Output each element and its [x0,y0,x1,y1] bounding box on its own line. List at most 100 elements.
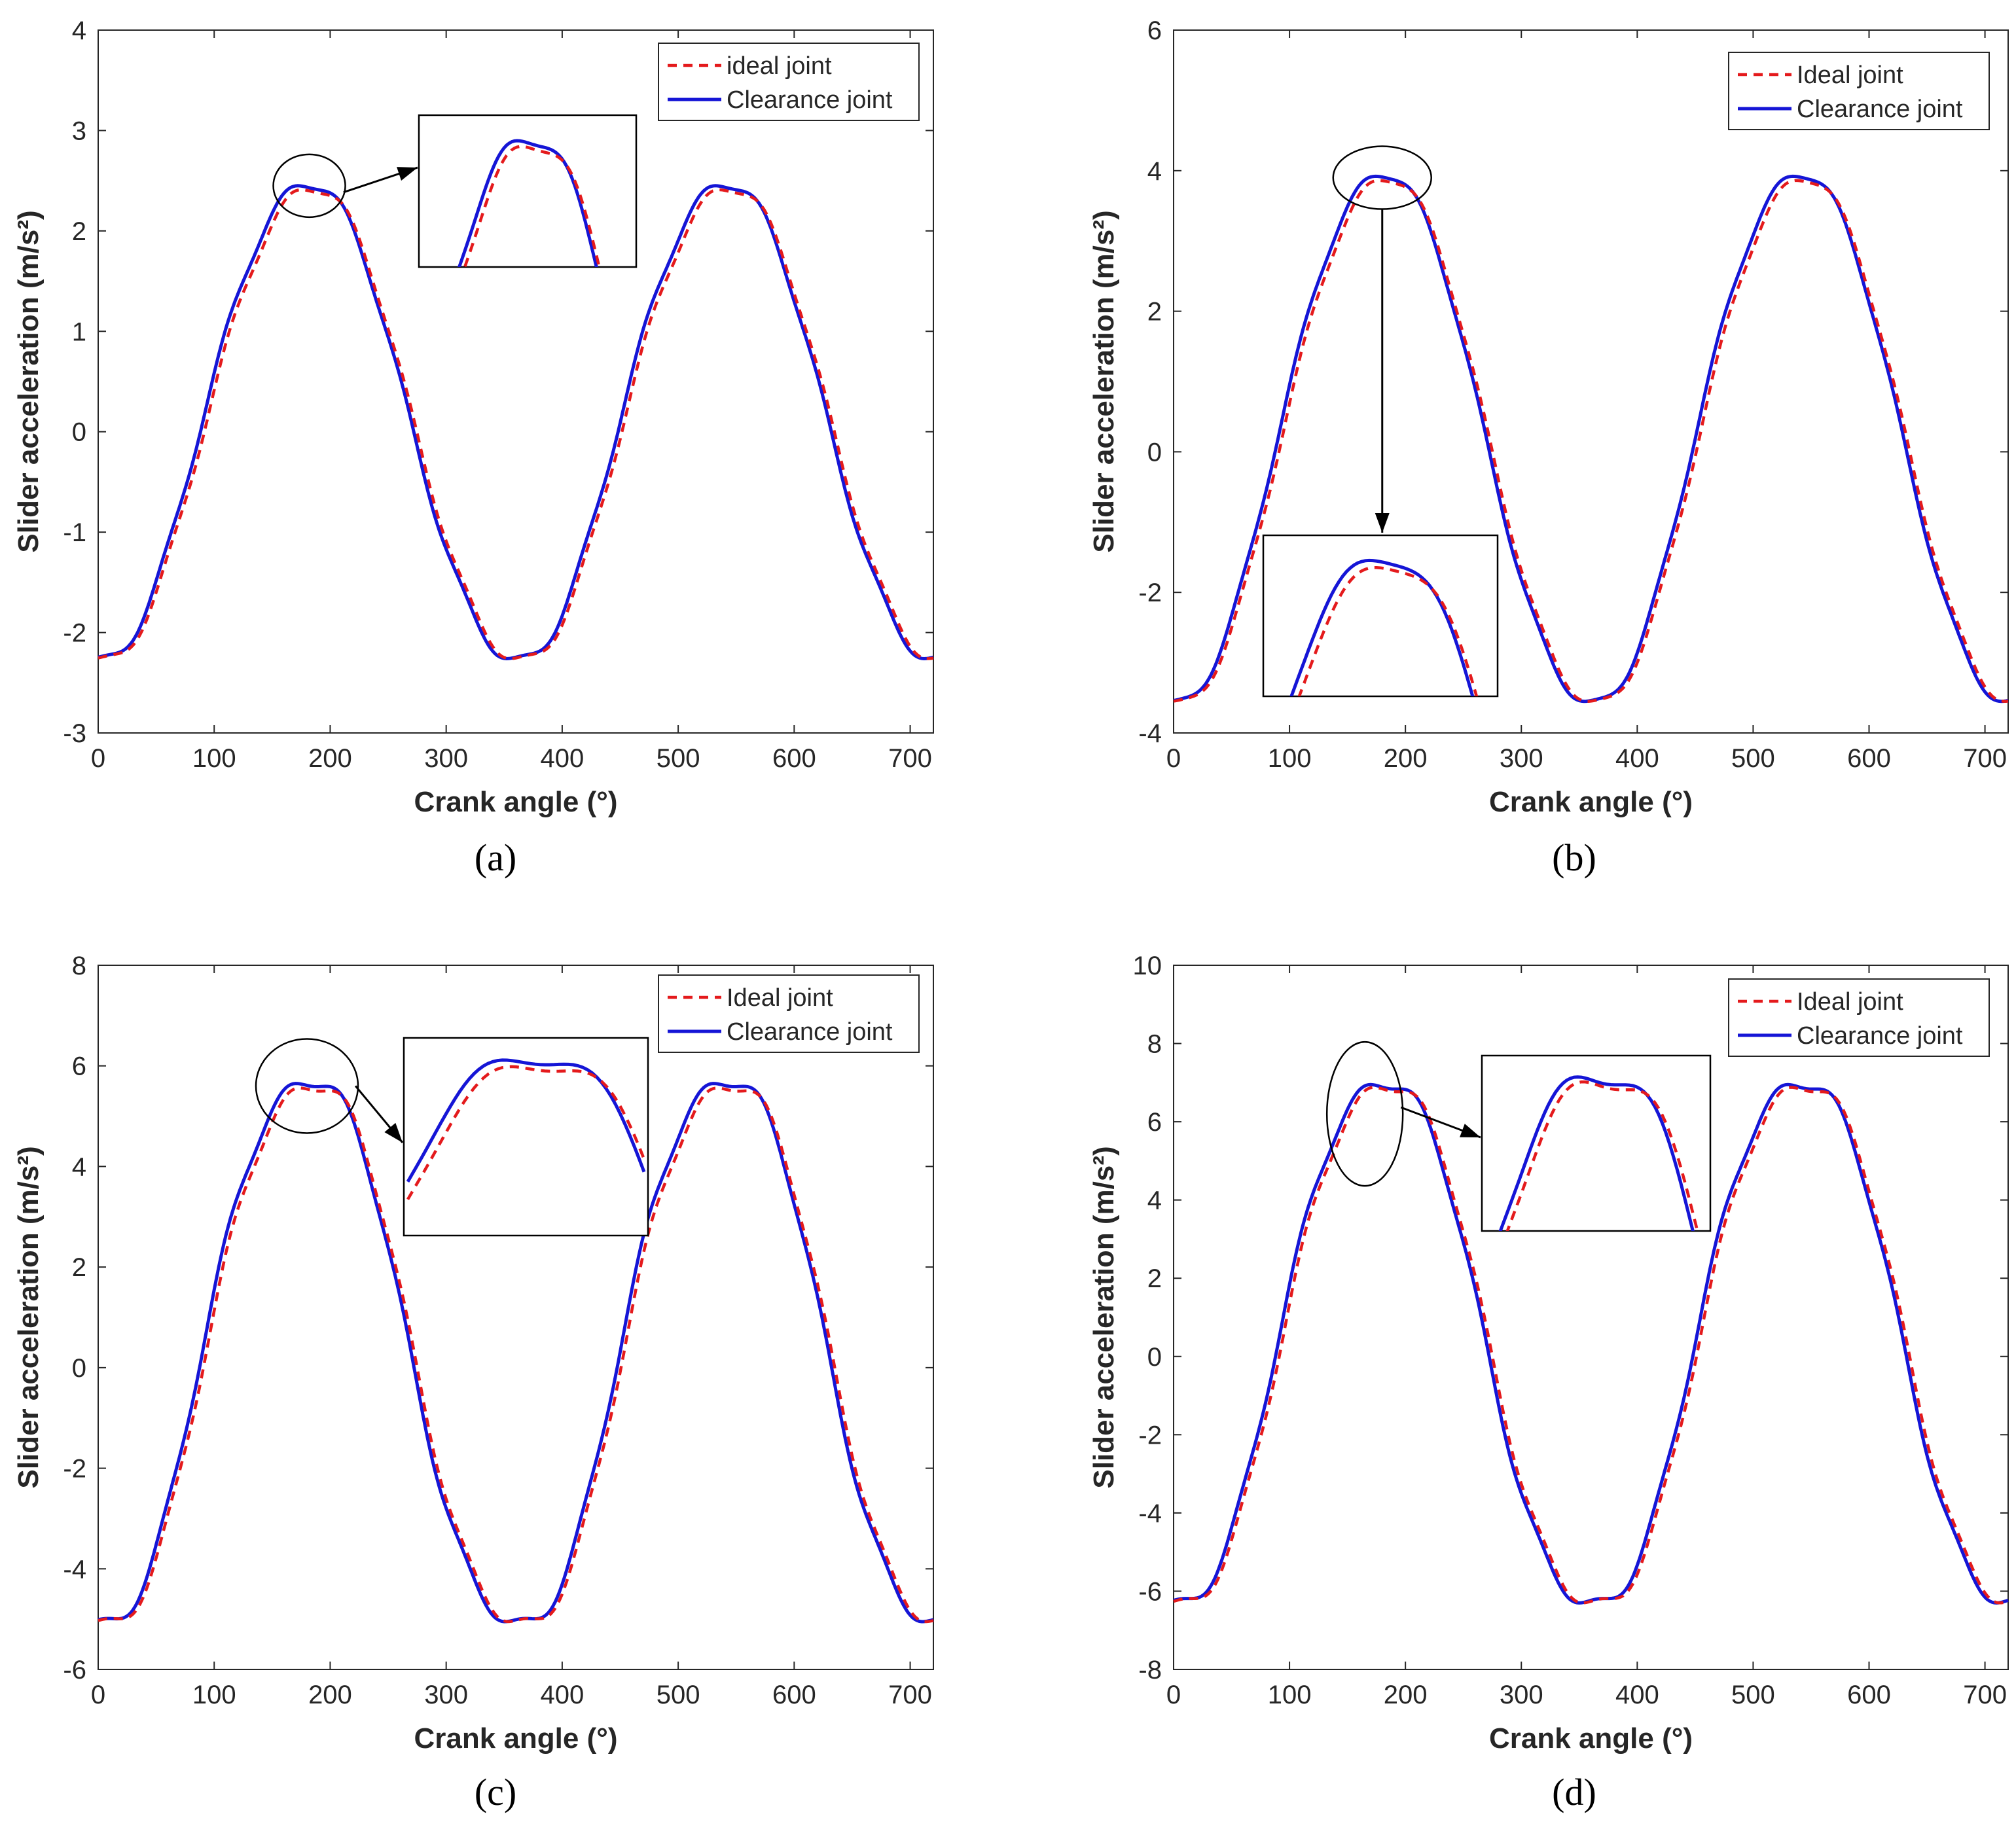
y-tick-label: 10 [1133,952,1162,980]
y-tick-label: 4 [1147,157,1162,186]
zoom-arrow-head [397,167,418,181]
x-tick-label: 200 [1384,744,1428,773]
y-tick-label: 6 [1147,16,1162,45]
legend-box [658,43,920,121]
x-tick-label: 100 [1268,744,1312,773]
zoom-highlight-ellipse [1325,1041,1404,1187]
x-tick-label: 200 [1384,1681,1428,1709]
y-tick-label: -2 [63,619,86,648]
chart-panel-a: 0 100 200 300 400 500 600 700 -3 -2 -1 0 1 2 3 4 Crank a… [12,16,934,879]
legend-label-clearance: Clearance joint [1797,96,1963,123]
x-tick-label: 500 [1731,1681,1775,1709]
x-tick-label: 700 [1963,744,2007,773]
legend-label-clearance: Clearance joint [727,86,893,114]
y-tick-label: 8 [72,952,86,980]
y-tick-label: 0 [72,418,86,447]
x-tick-label: 200 [308,744,352,773]
series-line-ideal-joint [98,1086,934,1624]
y-tick-label: 2 [72,1253,86,1282]
inset-line-clearance-joint [457,139,598,267]
x-tick-label: 400 [541,1681,585,1709]
inset-line-ideal-joint [406,1065,646,1200]
y-tick-label: 2 [1147,298,1162,327]
x-tick-label: 300 [424,744,468,773]
x-tick-label: 0 [1166,1681,1181,1709]
legend-label-clearance: Clearance joint [1797,1022,1963,1050]
x-tick-label: 100 [1268,1681,1312,1709]
inset-line-clearance-joint [1289,558,1475,696]
inset-line-ideal-joint [1297,565,1479,696]
x-tick-label: 600 [772,1681,816,1709]
legend-label-ideal: ideal joint [727,52,832,80]
x-tick-label: 500 [657,1681,700,1709]
inset-line-clearance-joint [1498,1075,1695,1231]
x-tick-label: 300 [424,1681,468,1709]
x-tick-label: 400 [541,744,585,773]
x-axis-title: Crank angle (°) [414,1722,618,1755]
x-tick-label: 400 [1615,1681,1659,1709]
chart-panel-b: 0 100 200 300 400 500 600 700 -4 -2 0 2 4 6 Crank angl… [1088,16,2009,879]
zoom-inset-box [403,1037,649,1237]
zoom-highlight-ellipse [255,1038,359,1134]
legend-label-clearance: Clearance joint [727,1018,893,1046]
y-axis-title: Slider acceleration (m/s²) [12,210,45,552]
legend-box [1728,978,1990,1057]
zoom-highlight-ellipse [272,153,346,219]
zoom-arrow-head [1460,1124,1481,1137]
x-tick-label: 600 [772,744,816,773]
inset-line-ideal-joint [463,145,601,267]
series-line-clearance-joint [98,1082,934,1624]
legend-box [1728,52,1990,130]
chart-panel-d: 0 100 200 300 400 500 600 700 -8 -6 -4 -2 0 2 4 6 8 10 Cra… [1088,952,2009,1813]
y-tick-label: 4 [72,1152,86,1181]
y-tick-label: -3 [63,719,86,748]
y-tick-label: 0 [1147,438,1162,467]
x-tick-label: 500 [657,744,700,773]
y-tick-label: -4 [1138,1499,1162,1528]
x-tick-label: 100 [192,1681,236,1709]
y-axis-title: Slider acceleration (m/s²) [1088,210,1120,552]
y-tick-label: 3 [72,116,86,145]
x-tick-label: 600 [1847,744,1891,773]
zoom-arrow-head [1375,513,1390,533]
series-line-ideal-joint [1173,1086,2009,1605]
x-axis-title: Crank angle (°) [1489,1722,1693,1755]
y-tick-label: -2 [1138,579,1162,607]
y-tick-label: 4 [1147,1186,1162,1215]
series-line-ideal-joint [98,188,934,660]
y-tick-label: 6 [1147,1108,1162,1137]
y-tick-label: 2 [72,217,86,246]
panel-label: (c) [475,1771,516,1813]
inset-line-clearance-joint [406,1058,646,1183]
x-tick-label: 0 [1166,744,1181,773]
x-tick-label: 300 [1500,1681,1543,1709]
x-tick-label: 100 [192,744,236,773]
y-tick-label: 0 [1147,1343,1162,1372]
legend-label-ideal: Ideal joint [1797,988,1903,1016]
x-tick-label: 0 [91,1681,105,1709]
y-tick-label: -4 [63,1555,86,1584]
y-axis-title: Slider acceleration (m/s²) [12,1146,45,1488]
y-tick-label: -1 [63,518,86,547]
y-axis-title: Slider acceleration (m/s²) [1088,1146,1120,1488]
inset-line-ideal-joint [1505,1080,1699,1231]
y-tick-label: 0 [72,1354,86,1383]
y-tick-label: 8 [1147,1030,1162,1059]
y-tick-label: 4 [72,16,86,45]
panel-label: (d) [1552,1771,1596,1813]
panel-label: (b) [1552,836,1596,879]
y-tick-label: -6 [63,1656,86,1684]
y-tick-label: -2 [1138,1421,1162,1450]
y-tick-label: 6 [72,1052,86,1081]
x-tick-label: 700 [888,744,932,773]
legend-box [658,974,920,1053]
x-tick-label: 400 [1615,744,1659,773]
x-axis-title: Crank angle (°) [1489,786,1693,818]
x-tick-label: 700 [888,1681,932,1709]
legend-label-ideal: Ideal joint [1797,62,1903,89]
x-tick-label: 200 [308,1681,352,1709]
y-tick-label: -4 [1138,719,1162,748]
panel-label: (a) [475,836,516,879]
zoom-inset-box [1262,534,1499,698]
legend-label-ideal: Ideal joint [727,984,833,1012]
